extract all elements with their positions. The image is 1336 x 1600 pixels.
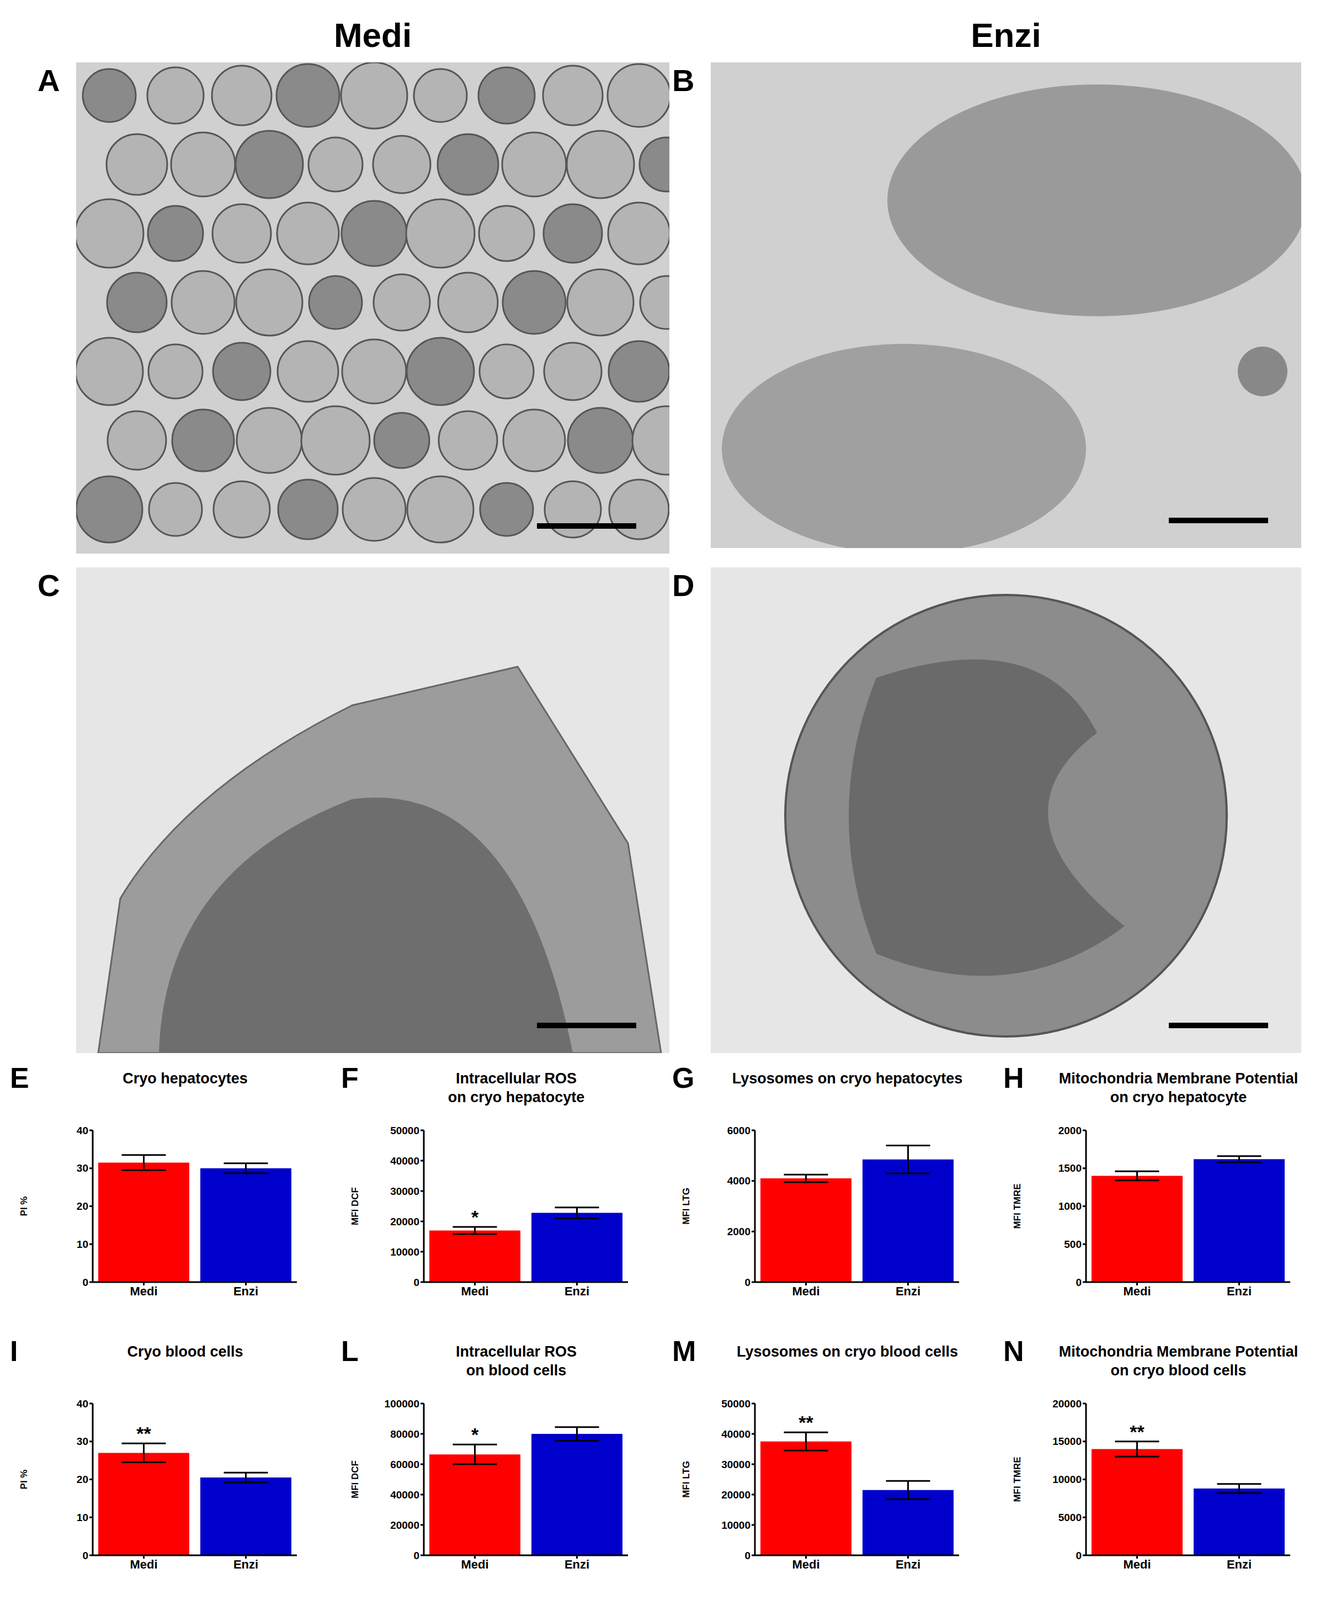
svg-text:**: ** — [136, 1422, 152, 1444]
svg-text:Enzi: Enzi — [233, 1557, 259, 1572]
svg-text:MFI LTG: MFI LTG — [680, 1187, 692, 1225]
svg-text:Medi: Medi — [791, 1557, 820, 1572]
html-text:on cryo hepatocyte: on cryo hepatocyte — [447, 1088, 585, 1106]
html-text:Enzi: Enzi — [970, 16, 1042, 55]
html-text:I: I — [9, 1334, 18, 1367]
svg-text:Medi: Medi — [129, 1284, 158, 1298]
html-text:Cryo hepatocytes: Cryo hepatocytes — [122, 1070, 248, 1087]
html-text:L: L — [341, 1334, 359, 1367]
html-text:E: E — [9, 1061, 30, 1094]
svg-text:0: 0 — [1075, 1549, 1082, 1562]
svg-text:0: 0 — [82, 1549, 89, 1562]
svg-text:30: 30 — [76, 1162, 89, 1174]
html-text:Mitochondria Membrane Potentia: Mitochondria Membrane Potential — [1058, 1070, 1299, 1087]
svg-text:**: ** — [1129, 1420, 1145, 1442]
svg-text:50000: 50000 — [390, 1124, 420, 1137]
svg-text:*: * — [471, 1206, 479, 1228]
html-text:B: B — [672, 62, 695, 98]
svg-text:PI %: PI % — [18, 1469, 30, 1490]
html-text:Lysosomes on cryo hepatocytes: Lysosomes on cryo hepatocytes — [732, 1070, 963, 1087]
svg-text:MFI LTG: MFI LTG — [680, 1460, 692, 1498]
svg-text:20000: 20000 — [721, 1488, 751, 1501]
svg-text:20: 20 — [76, 1473, 89, 1485]
html-text:A: A — [37, 62, 60, 98]
html-text:N: N — [1003, 1334, 1024, 1367]
html-text:M: M — [672, 1334, 697, 1367]
svg-text:10000: 10000 — [1052, 1473, 1082, 1485]
svg-text:Medi: Medi — [129, 1557, 158, 1572]
svg-text:6000: 6000 — [727, 1124, 751, 1137]
html-text:on cryo blood cells: on cryo blood cells — [1110, 1361, 1247, 1379]
svg-text:0: 0 — [413, 1276, 420, 1288]
svg-text:40: 40 — [76, 1124, 89, 1137]
html-text:on cryo hepatocyte: on cryo hepatocyte — [1110, 1088, 1247, 1106]
svg-text:0: 0 — [744, 1549, 751, 1562]
svg-text:10000: 10000 — [721, 1519, 751, 1531]
svg-text:MFI DCF: MFI DCF — [349, 1460, 361, 1499]
html-text:Cryo blood cells: Cryo blood cells — [127, 1343, 244, 1360]
svg-text:0: 0 — [82, 1276, 89, 1288]
svg-text:40000: 40000 — [721, 1428, 751, 1440]
html-text:Medi: Medi — [333, 16, 412, 55]
svg-text:PI %: PI % — [18, 1196, 30, 1217]
svg-text:1500: 1500 — [1058, 1162, 1082, 1174]
svg-text:10: 10 — [76, 1511, 89, 1524]
svg-text:Medi: Medi — [1122, 1557, 1151, 1572]
svg-text:**: ** — [798, 1411, 814, 1433]
html-text:G: G — [672, 1061, 695, 1094]
svg-text:4000: 4000 — [727, 1174, 751, 1187]
svg-text:80000: 80000 — [390, 1428, 420, 1440]
svg-text:30: 30 — [76, 1435, 89, 1447]
svg-text:Enzi: Enzi — [1226, 1557, 1252, 1572]
svg-text:10000: 10000 — [390, 1246, 420, 1258]
html-text:H: H — [1003, 1061, 1024, 1094]
svg-text:Enzi: Enzi — [895, 1284, 921, 1298]
svg-text:0: 0 — [1075, 1276, 1082, 1288]
svg-text:20: 20 — [76, 1200, 89, 1212]
svg-text:Enzi: Enzi — [895, 1557, 921, 1572]
html-text:F: F — [341, 1061, 359, 1094]
svg-text:5000: 5000 — [1058, 1511, 1082, 1524]
html-text:C: C — [37, 567, 60, 603]
svg-text:20000: 20000 — [390, 1215, 420, 1228]
svg-text:1000: 1000 — [1058, 1200, 1082, 1212]
html-text:on blood cells: on blood cells — [466, 1361, 567, 1379]
html-text:Mitochondria Membrane Potentia: Mitochondria Membrane Potential — [1058, 1343, 1299, 1360]
html-text:Lysosomes on cryo blood cells: Lysosomes on cryo blood cells — [736, 1343, 959, 1360]
svg-text:15000: 15000 — [1052, 1435, 1082, 1447]
svg-text:2000: 2000 — [1058, 1124, 1082, 1137]
svg-text:Medi: Medi — [460, 1284, 489, 1298]
svg-text:Enzi: Enzi — [564, 1557, 590, 1572]
svg-text:Medi: Medi — [791, 1284, 820, 1298]
svg-text:20000: 20000 — [1052, 1397, 1082, 1410]
svg-text:Medi: Medi — [460, 1557, 489, 1572]
svg-text:50000: 50000 — [721, 1397, 751, 1410]
svg-text:MFI DCF: MFI DCF — [349, 1187, 361, 1226]
svg-text:30000: 30000 — [390, 1185, 420, 1197]
svg-text:40000: 40000 — [390, 1154, 420, 1167]
svg-text:Medi: Medi — [1122, 1284, 1151, 1298]
svg-text:40: 40 — [76, 1397, 89, 1410]
svg-text:Enzi: Enzi — [564, 1284, 590, 1298]
svg-text:Enzi: Enzi — [233, 1284, 259, 1298]
svg-text:MFI TMRE: MFI TMRE — [1012, 1183, 1023, 1229]
html-text:Intracellular ROS: Intracellular ROS — [455, 1070, 577, 1087]
svg-text:60000: 60000 — [390, 1458, 420, 1471]
svg-text:2000: 2000 — [727, 1225, 751, 1238]
svg-text:Enzi: Enzi — [1226, 1284, 1252, 1298]
html-text:Intracellular ROS: Intracellular ROS — [455, 1343, 577, 1360]
svg-text:500: 500 — [1063, 1238, 1082, 1250]
svg-text:*: * — [471, 1423, 479, 1445]
svg-text:MFI TMRE: MFI TMRE — [1012, 1456, 1023, 1502]
svg-text:30000: 30000 — [721, 1458, 751, 1471]
svg-text:10: 10 — [76, 1238, 89, 1250]
svg-text:100000: 100000 — [384, 1397, 420, 1410]
html-text:D: D — [672, 567, 695, 603]
svg-text:20000: 20000 — [390, 1519, 420, 1531]
svg-text:0: 0 — [744, 1276, 751, 1288]
svg-text:0: 0 — [413, 1549, 420, 1562]
svg-text:40000: 40000 — [390, 1488, 420, 1501]
